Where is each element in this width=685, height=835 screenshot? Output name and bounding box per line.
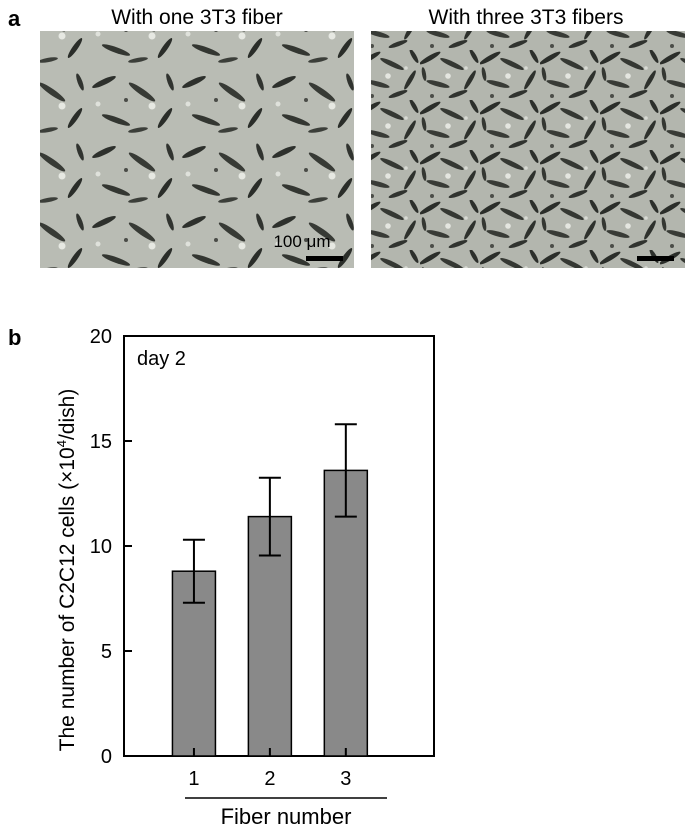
y-tick-label: 10 <box>90 536 112 558</box>
y-axis-label-prefix: The number of C2C12 cells (×10 <box>56 447 79 751</box>
x-tick-label: 1 <box>188 768 199 790</box>
x-tick-label: 3 <box>340 768 351 790</box>
panel-a-label: a <box>8 6 21 31</box>
y-axis-label-superscript: 4 <box>54 440 69 447</box>
bar-chart: day 2 0 5 10 15 20 1 2 3 Fiber number <box>90 326 435 829</box>
y-tick-label: 20 <box>90 326 112 348</box>
y-axis-label-suffix: /dish) <box>56 389 79 440</box>
y-tick-label: 5 <box>101 641 112 663</box>
x-tick-label: 2 <box>264 768 275 790</box>
micrograph-three-fibers <box>371 31 685 268</box>
panel-b-label: b <box>8 325 21 350</box>
scale-bar-label: 100 μm <box>273 232 330 251</box>
y-axis-label: The number of C2C12 cells (×104/dish) <box>54 389 79 752</box>
scale-bar-right <box>637 256 674 261</box>
x-axis: 1 2 3 <box>188 748 351 790</box>
bars-layer <box>171 423 369 757</box>
y-axis: 0 5 10 15 20 <box>90 326 132 768</box>
scale-bar-left <box>306 256 343 261</box>
chart-annotation: day 2 <box>137 348 186 370</box>
y-tick-label: 0 <box>101 746 112 768</box>
micrograph-one-fiber: 100 μm <box>40 31 354 268</box>
x-axis-label: Fiber number <box>221 804 352 829</box>
left-image-title: With one 3T3 fiber <box>111 6 283 29</box>
right-image-title: With three 3T3 fibers <box>429 6 624 29</box>
bar <box>247 515 293 757</box>
y-tick-label: 15 <box>90 431 112 453</box>
